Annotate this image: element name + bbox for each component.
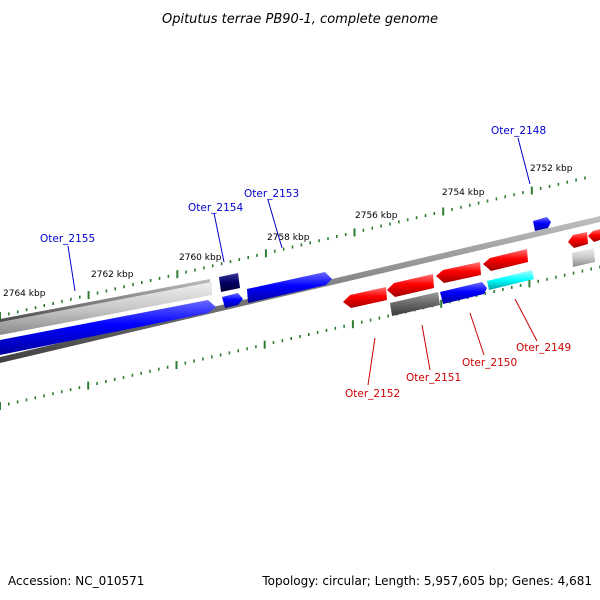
gene-label-oter-2150[interactable]: Oter_2150 <box>462 357 517 369</box>
outer-scale-ruler <box>0 176 586 320</box>
scale-label-2754: 2754 kbp <box>442 188 485 198</box>
gene-label-oter-2148[interactable]: Oter_2148 <box>491 125 546 137</box>
callout-line-oter-2150 <box>469 312 485 356</box>
gene-feature-oter-2153[interactable] <box>247 272 332 303</box>
scale-label-2760: 2760 kbp <box>179 253 222 263</box>
reverse-gene-labels: Oter_2152 Oter_2151 Oter_2150 Oter_2149 <box>345 298 571 400</box>
forward-gene-labels: Oter_2155 Oter_2154 Oter_2153 Oter_2148 <box>40 125 546 292</box>
gene-feature-blue-small[interactable] <box>222 293 243 308</box>
gene-label-oter-2152[interactable]: Oter_2152 <box>345 388 400 400</box>
gene-feature-red-edge-2[interactable] <box>588 229 600 242</box>
gene-feature-oter-2149[interactable] <box>487 270 534 290</box>
gene-label-oter-2153[interactable]: Oter_2153 <box>244 188 299 200</box>
gene-feature-grey-edge[interactable] <box>572 248 595 267</box>
scale-label-2762: 2762 kbp <box>91 270 134 280</box>
scale-label-2756: 2756 kbp <box>355 211 398 221</box>
gene-feature-red-4[interactable] <box>483 249 528 271</box>
gene-feature-red-2[interactable] <box>387 274 434 297</box>
scale-label-2764: 2764 kbp <box>3 289 46 299</box>
gene-label-oter-2155[interactable]: Oter_2155 <box>40 233 95 245</box>
callout-line-oter-2155 <box>67 245 76 292</box>
map-title: Opitutus terrae PB90-1, complete genome <box>162 12 438 27</box>
callout-line-oter-2153 <box>267 199 283 249</box>
gene-feature-oter-2150[interactable] <box>440 282 487 304</box>
callout-line-oter-2151 <box>421 324 431 371</box>
gene-feature-red-edge-1[interactable] <box>568 232 588 248</box>
callout-line-oter-2148 <box>517 137 531 185</box>
gene-label-oter-2154[interactable]: Oter_2154 <box>188 202 243 214</box>
genome-summary-text: Topology: circular; Length: 5,957,605 bp… <box>261 574 592 588</box>
callout-line-oter-2149 <box>514 298 538 342</box>
gene-feature-oter-2154[interactable] <box>219 273 240 292</box>
gene-label-oter-2149[interactable]: Oter_2149 <box>516 342 571 354</box>
callout-line-oter-2154 <box>213 212 225 263</box>
scale-label-2758: 2758 kbp <box>267 233 310 243</box>
gene-feature-oter-2155[interactable] <box>0 300 216 355</box>
gene-feature-oter-2152[interactable] <box>343 287 387 308</box>
gene-feature-red-3[interactable] <box>436 262 481 283</box>
callout-line-oter-2152 <box>367 337 376 386</box>
gene-feature-grey[interactable] <box>0 282 212 335</box>
gene-feature-oter-2148[interactable] <box>533 217 551 231</box>
gene-label-oter-2151[interactable]: Oter_2151 <box>406 372 461 384</box>
scale-label-2752: 2752 kbp <box>530 164 573 174</box>
accession-text: Accession: NC_010571 <box>8 574 144 588</box>
scale-labels: 2764 kbp 2762 kbp 2760 kbp 2758 kbp 2756… <box>3 164 573 299</box>
gene-feature-oter-2151[interactable] <box>390 292 440 316</box>
